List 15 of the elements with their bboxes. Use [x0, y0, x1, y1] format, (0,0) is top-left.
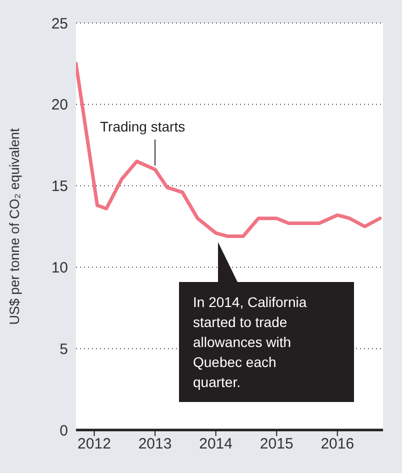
- x-tick-label: 2014: [199, 436, 233, 453]
- x-tick-label: 2016: [320, 436, 354, 453]
- y-tick-label: 5: [60, 340, 68, 358]
- y-axis-title: US$ per tonne of CO₂ equivalent: [6, 128, 22, 325]
- y-tick-label: 15: [51, 178, 68, 196]
- y-tick-label: 0: [60, 422, 68, 440]
- x-tick-label: 2012: [78, 436, 111, 453]
- y-tick-label: 20: [51, 96, 68, 114]
- x-tick-label: 2013: [138, 436, 172, 453]
- line-series: [76, 62, 382, 238]
- y-tick-label: 25: [51, 15, 68, 32]
- annotation: Trading starts: [100, 118, 186, 135]
- x-tick-label: 2015: [260, 436, 294, 453]
- annotation: In 2014, California started to trade allowances with Quebec each quarter.: [193, 294, 307, 390]
- y-tick-label: 10: [51, 260, 68, 277]
